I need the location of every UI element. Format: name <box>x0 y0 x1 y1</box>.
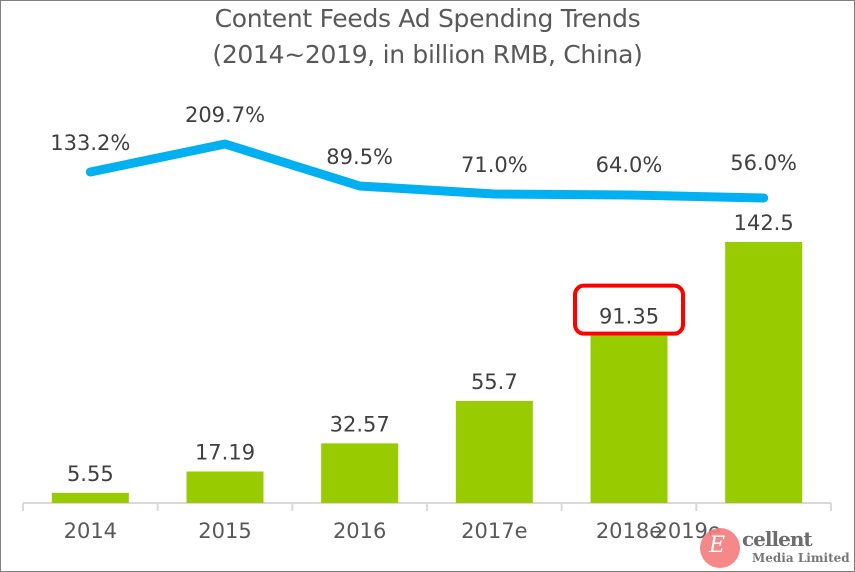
growth-rate-label: 133.2% <box>50 131 130 155</box>
bar-value-label: 5.55 <box>67 462 114 486</box>
bar-value-label: 55.7 <box>471 370 518 394</box>
bar-2018e <box>590 335 668 503</box>
x-tick-label: 2014 <box>64 519 117 543</box>
x-tick-label: 2015 <box>198 519 251 543</box>
growth-rate-label: 209.7% <box>185 103 265 127</box>
highlight-box <box>573 283 685 336</box>
watermark-logo: E cellent Media Limited <box>700 528 854 570</box>
watermark-sub: Media Limited <box>752 551 850 565</box>
x-tick-label: 2017e <box>461 519 527 543</box>
x-tick-label: 2018e <box>596 519 662 543</box>
growth-rate-point <box>628 194 630 196</box>
bar-2015 <box>186 471 264 503</box>
growth-rate-point <box>359 185 361 187</box>
growth-rate-label: 89.5% <box>326 145 393 169</box>
bar-2016 <box>321 443 399 503</box>
bar-2017e <box>455 400 533 503</box>
growth-rate-point <box>763 197 765 199</box>
growth-rate-point <box>493 193 495 195</box>
x-tick-label: 2016 <box>333 519 386 543</box>
bar-value-label: 17.19 <box>195 441 255 465</box>
bar-2019e <box>725 242 803 503</box>
growth-rate-line <box>85 139 769 203</box>
bar-value-label: 142.5 <box>734 211 794 235</box>
growth-rate-label: 56.0% <box>730 151 797 175</box>
growth-rate-point <box>224 143 226 145</box>
growth-rate-point <box>89 171 91 173</box>
chart-title: Content Feeds Ad Spending Trends <box>214 4 641 33</box>
bar-2014 <box>51 492 129 503</box>
chart-subtitle: (2014~2019, in billion RMB, China) <box>212 40 643 69</box>
bar-value-label: 91.35 <box>599 305 659 329</box>
growth-rate-label: 64.0% <box>596 153 663 177</box>
watermark-circle-icon <box>700 528 740 568</box>
watermark-brand: cellent <box>742 527 813 551</box>
watermark-initial: E <box>709 533 726 558</box>
growth-rate-label: 71.0% <box>461 153 528 177</box>
bar-value-label: 32.57 <box>330 412 390 436</box>
